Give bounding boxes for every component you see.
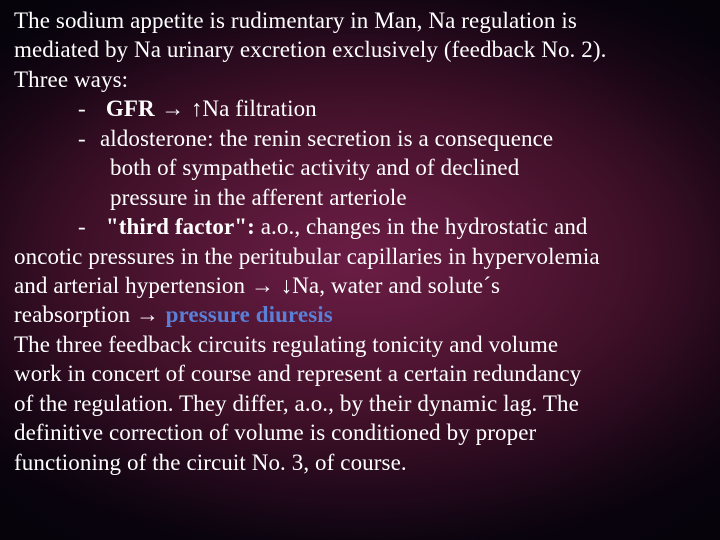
bullet-third-factor: - "third factor": a.o., changes in the h… [14, 212, 708, 241]
para-3-line-5: functioning of the circuit No. 3, of cou… [14, 448, 708, 477]
third-factor-rest: a.o., changes in the hydrostatic and [255, 214, 588, 239]
gfr-label: GFR [106, 96, 155, 121]
slide-content: The sodium appetite is rudimentary in Ma… [0, 0, 720, 477]
third-factor-label: "third factor": [106, 214, 255, 239]
para-3-line-4: definitive correction of volume is condi… [14, 418, 708, 447]
arrow-down-icon: ↓ [281, 272, 293, 298]
bullet-dash: - [78, 124, 100, 153]
bullet-aldosterone-l1: -aldosterone: the renin secretion is a c… [14, 124, 708, 153]
p2-l3a: reabsorption [14, 302, 136, 327]
para-3-line-1: The three feedback circuits regulating t… [14, 330, 708, 359]
bullet-aldosterone-l3: pressure in the afferent arteriole [14, 183, 708, 212]
para-2-line-3: reabsorption → pressure diuresis [14, 300, 708, 329]
p2-l2a: and arterial hypertension [14, 273, 251, 298]
para-3-line-2: work in concert of course and represent … [14, 359, 708, 388]
para-1-line-2: mediated by Na urinary excretion exclusi… [14, 35, 708, 64]
gfr-rest: Na filtration [202, 96, 316, 121]
para-1-line-3: Three ways: [14, 65, 708, 94]
aldo-l1: aldosterone: the renin secretion is a co… [100, 126, 553, 151]
bullet-dash: - [78, 212, 100, 241]
p2-l2b: Na, water and solute´s [292, 273, 500, 298]
arrow-right-icon: → [155, 95, 191, 121]
pressure-diuresis-label: pressure diuresis [166, 302, 333, 327]
para-2-line-2: and arterial hypertension → ↓Na, water a… [14, 271, 708, 300]
para-1-line-1: The sodium appetite is rudimentary in Ma… [14, 6, 708, 35]
arrow-up-icon: ↑ [191, 95, 203, 121]
bullet-aldosterone-l2: both of sympathetic activity and of decl… [14, 153, 708, 182]
para-3-line-3: of the regulation. They differ, a.o., by… [14, 389, 708, 418]
para-2-line-1: oncotic pressures in the peritubular cap… [14, 242, 708, 271]
bullet-dash: - [78, 94, 100, 123]
arrow-right-icon: → [251, 272, 281, 298]
arrow-right-icon: → [136, 301, 166, 327]
bullet-gfr: - GFR → ↑Na filtration [14, 94, 708, 123]
